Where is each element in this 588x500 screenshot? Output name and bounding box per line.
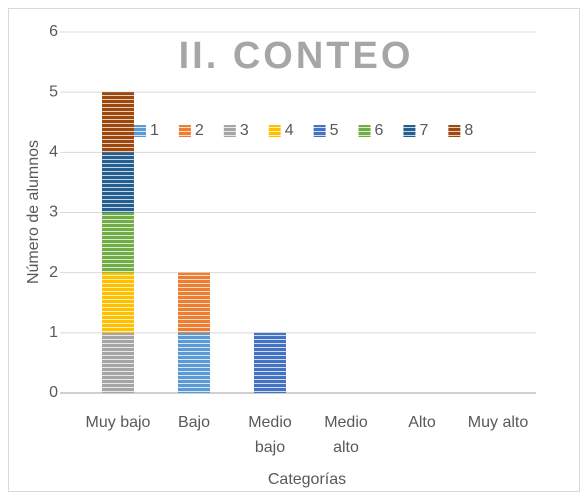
y-tick-label: 3: [49, 204, 58, 221]
x-tick-label: Alto: [408, 414, 436, 431]
legend-swatch: [134, 125, 146, 137]
x-tick-label: Muy bajo: [85, 414, 151, 431]
x-tick-label: Muy alto: [467, 414, 529, 431]
y-axis-title: Número de alumnos: [25, 140, 42, 284]
bar-segment: [178, 272, 210, 333]
legend-label: 5: [330, 122, 339, 139]
legend-swatch: [268, 125, 281, 137]
chart-title: II. CONTEO: [179, 35, 414, 77]
legend-label: 7: [419, 122, 428, 139]
legend-swatch: [313, 125, 326, 137]
x-tick-label: Medio bajo: [248, 414, 292, 456]
bar-segment: [102, 212, 134, 273]
bar-segment: [102, 152, 134, 213]
legend-label: 8: [464, 122, 473, 139]
legend-swatch: [403, 125, 416, 137]
bar-segment: [178, 332, 210, 393]
y-tick-label: 0: [49, 384, 58, 401]
y-tick-label: 2: [49, 264, 58, 281]
legend-label: 6: [375, 122, 384, 139]
legend-swatch: [178, 125, 191, 137]
x-tick-label: Bajo: [177, 414, 211, 431]
bar-segment: [102, 92, 134, 153]
bar-segment: [102, 332, 134, 393]
legend-label: 4: [285, 122, 294, 139]
legend-swatch: [448, 125, 461, 137]
legend-label: 2: [195, 122, 204, 139]
y-tick-label: 4: [49, 144, 58, 161]
legend-swatch: [358, 125, 371, 137]
bar-segment: [254, 332, 286, 393]
legend-label: 1: [150, 122, 159, 139]
legend-label: 3: [240, 122, 249, 139]
bar-segment: [102, 272, 134, 333]
x-axis-title: Categorías: [268, 471, 346, 488]
y-tick-label: 1: [49, 324, 58, 341]
y-tick-label: 5: [49, 83, 58, 100]
x-tick-label: Medio alto: [324, 414, 368, 456]
legend-swatch: [223, 125, 236, 137]
y-tick-label: 6: [49, 23, 58, 40]
